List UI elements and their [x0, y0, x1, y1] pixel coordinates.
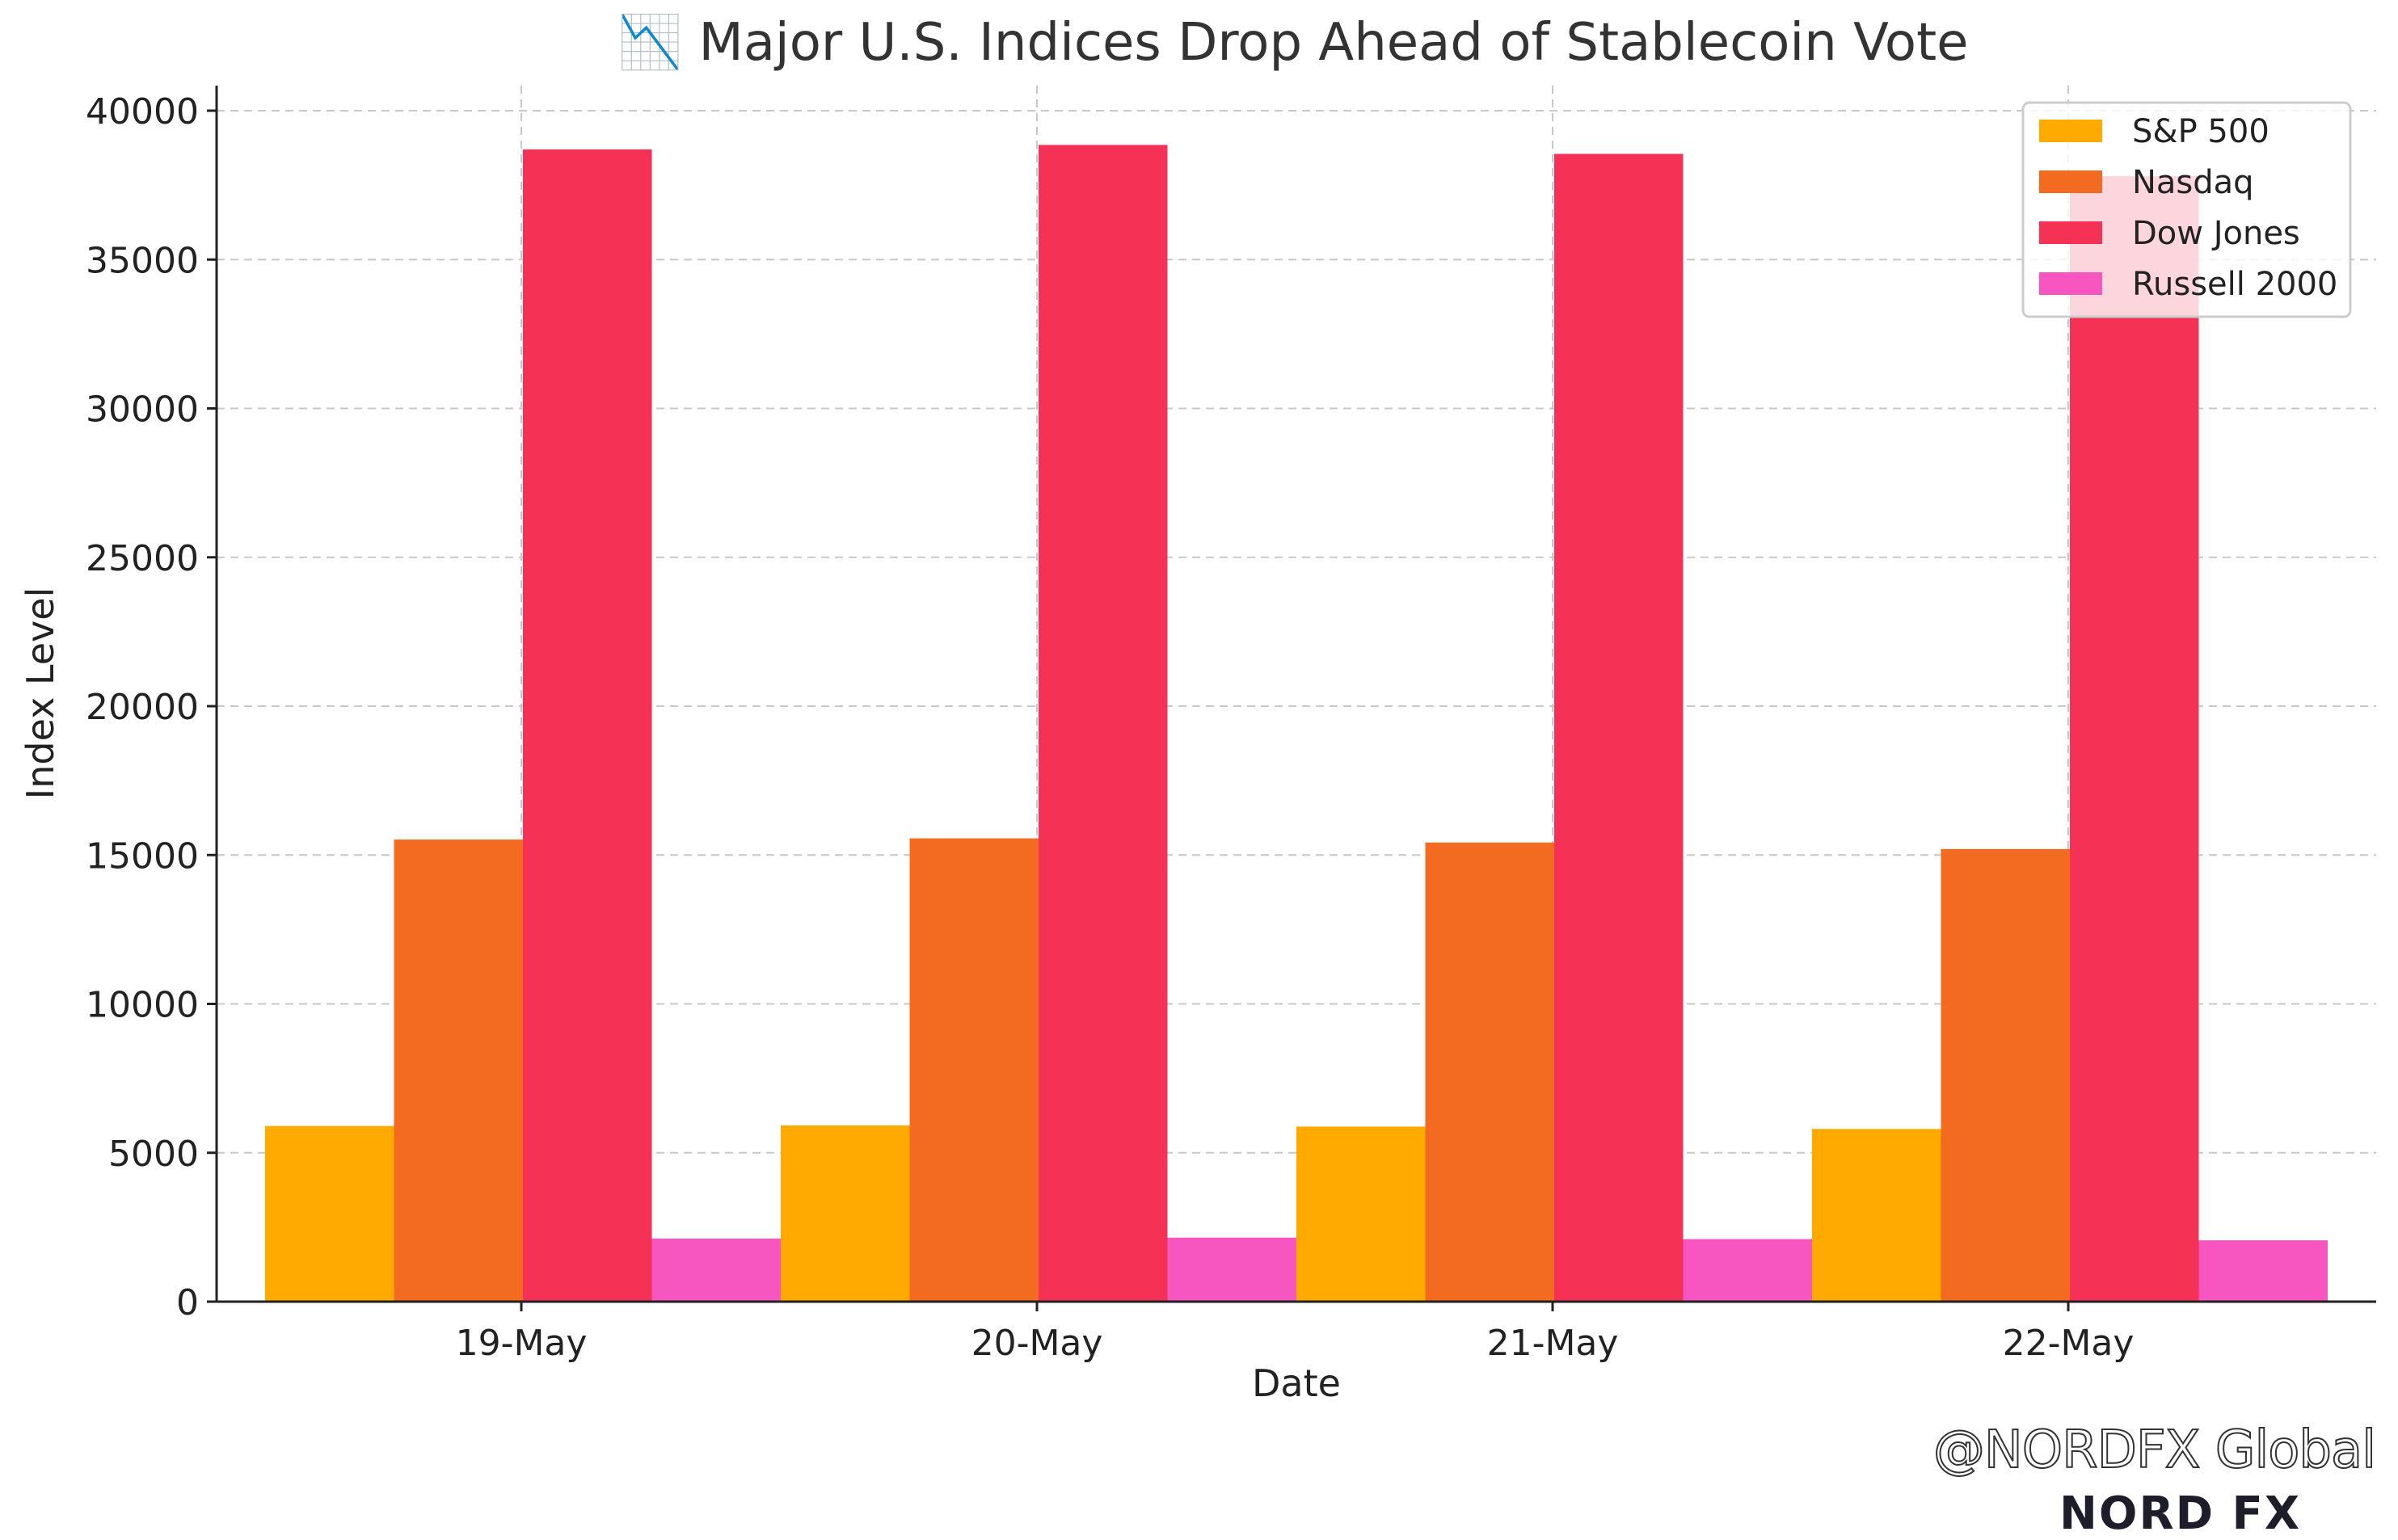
bar-russell-2000-22-may [2198, 1240, 2328, 1302]
legend-swatch [2039, 170, 2102, 193]
y-tick-label: 15000 [86, 835, 199, 877]
legend-swatch [2039, 120, 2102, 142]
watermark-text: @NORDFX Global [1932, 1420, 2377, 1481]
bar-dow-jones-21-may [1554, 154, 1684, 1302]
y-axis-label: Index Level [19, 587, 62, 800]
bar-nasdaq-19-may [394, 839, 523, 1302]
x-tick-label: 19-May [456, 1323, 588, 1364]
bar-dow-jones-22-may [2070, 176, 2199, 1302]
x-axis-label: Date [1252, 1361, 1341, 1405]
chart-title: 📉 Major U.S. Indices Drop Ahead of Stabl… [617, 13, 1968, 73]
y-tick-label: 25000 [86, 538, 199, 579]
y-tick-label: 10000 [86, 985, 199, 1026]
bar-nasdaq-21-may [1425, 842, 1554, 1302]
bar-russell-2000-20-may [1167, 1237, 1296, 1302]
y-tick-label: 20000 [86, 687, 199, 728]
bar-dow-jones-20-may [1039, 145, 1168, 1302]
bar-russell-2000-21-may [1683, 1239, 1812, 1302]
y-tick-label: 35000 [86, 240, 199, 281]
bar-s-p-500-19-may [265, 1126, 394, 1302]
legend-label: S&P 500 [2132, 113, 2269, 150]
bar-s-p-500-21-may [1296, 1126, 1426, 1302]
legend-swatch [2039, 272, 2102, 295]
legend-box [2021, 101, 2352, 318]
x-tick-label: 20-May [971, 1323, 1103, 1364]
bar-s-p-500-20-may [781, 1125, 910, 1302]
legend-swatch [2039, 221, 2102, 244]
legend-label: Russell 2000 [2132, 266, 2337, 303]
y-tick-label: 30000 [86, 389, 199, 431]
bar-s-p-500-22-may [1812, 1129, 1941, 1302]
x-tick-label: 22-May [2003, 1323, 2135, 1364]
x-tick-label: 21-May [1487, 1323, 1619, 1364]
bar-nasdaq-20-may [909, 838, 1039, 1302]
bar-nasdaq-22-may [1941, 848, 2070, 1302]
bar-russell-2000-19-may [651, 1238, 781, 1302]
brand-logo: NORD FX [2059, 1487, 2301, 1540]
y-tick-label: 5000 [108, 1134, 199, 1175]
y-tick-label: 40000 [86, 91, 199, 133]
y-tick-label: 0 [176, 1282, 199, 1323]
bar-dow-jones-19-may [523, 149, 652, 1302]
legend-label: Nasdaq [2132, 164, 2254, 201]
legend-label: Dow Jones [2132, 215, 2300, 252]
legend: S&P 500 Nasdaq Dow Jones Russell 2000 [2021, 101, 2352, 318]
